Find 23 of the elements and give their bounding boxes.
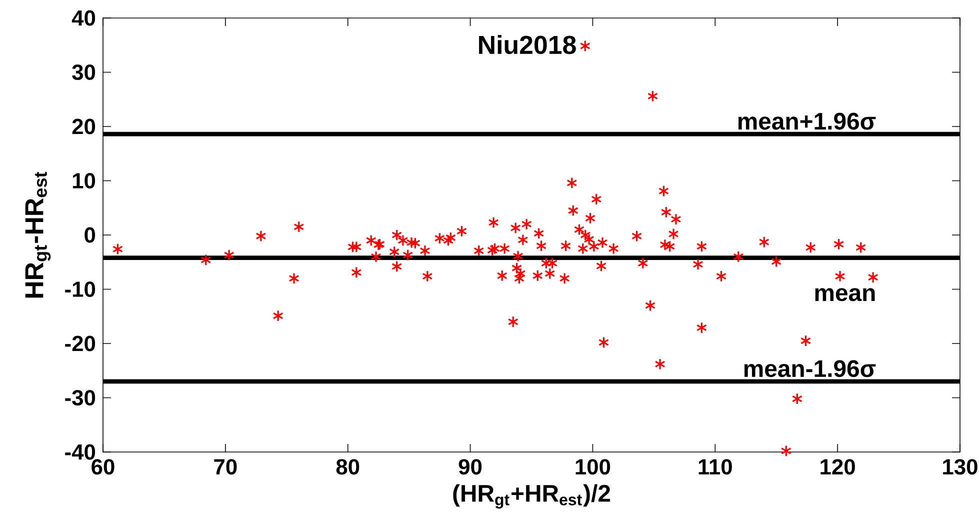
y-tick-label: 0 bbox=[84, 227, 96, 243]
y-tick-label: 30 bbox=[72, 64, 96, 80]
x-tick-label: 90 bbox=[458, 459, 482, 475]
x-tick-label: 80 bbox=[336, 459, 360, 475]
ref-line-label: mean-1.96σ bbox=[744, 360, 876, 378]
ref-line-label: mean+1.96σ bbox=[738, 112, 876, 130]
y-axis-title: HR$_{gt}$-HR$_{est}$ bbox=[25, 172, 51, 298]
y-tick-label: 20 bbox=[72, 118, 96, 134]
y-tick-label: -40 bbox=[65, 444, 96, 460]
x-tick-label: 110 bbox=[698, 459, 732, 475]
y-tick-label: 40 bbox=[72, 10, 96, 26]
x-axis-title: (HR$_{gt}$+HR$_{est}$)/2 bbox=[453, 484, 610, 509]
y-tick-label: -10 bbox=[65, 282, 96, 298]
y-tick-label: 10 bbox=[72, 173, 96, 189]
legend-label: Niu2018 bbox=[479, 35, 576, 54]
y-tick-label: -20 bbox=[65, 336, 96, 352]
ref-line-label: mean bbox=[815, 288, 875, 302]
x-tick-label: 130 bbox=[943, 459, 978, 475]
x-tick-label: 120 bbox=[820, 459, 855, 475]
x-tick-label: 60 bbox=[92, 459, 114, 475]
x-tick-label: 100 bbox=[576, 459, 610, 475]
y-tick-label: -30 bbox=[65, 390, 96, 406]
x-tick-label: 70 bbox=[214, 459, 237, 475]
